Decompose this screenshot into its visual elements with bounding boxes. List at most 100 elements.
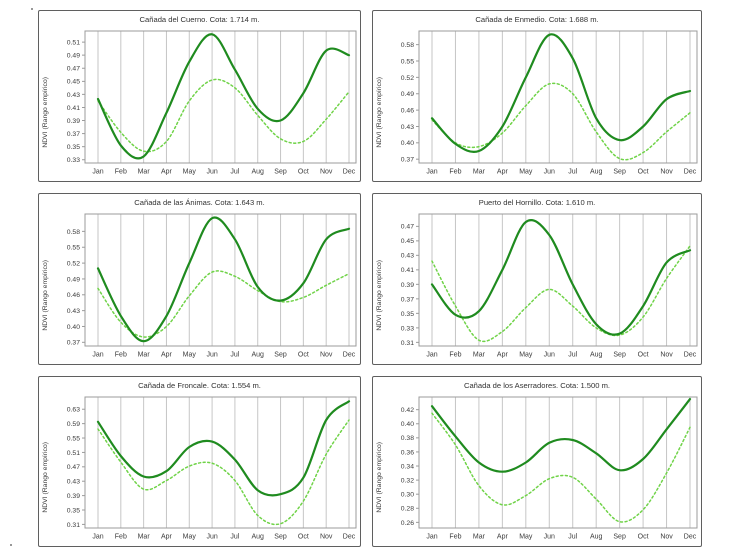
- svg-text:0.31: 0.31: [67, 522, 80, 529]
- chart-plot: 0.37 0.40 0.43 0.46 0.49 0.52 0.55 0.58 Jan Feb Ma…: [401, 30, 698, 176]
- chart-panel-canada-de-las-animas: Cañada de las Ánimas. Cota: 1.643 m. NDV…: [38, 193, 361, 365]
- svg-text:0.43: 0.43: [67, 92, 80, 99]
- svg-text:0.46: 0.46: [401, 107, 414, 114]
- svg-text:0.35: 0.35: [67, 507, 80, 514]
- svg-text:Nov: Nov: [660, 169, 673, 176]
- svg-text:Jul: Jul: [568, 534, 577, 541]
- svg-text:0.43: 0.43: [67, 479, 80, 486]
- svg-text:0.43: 0.43: [67, 308, 80, 315]
- svg-text:Jun: Jun: [206, 169, 217, 176]
- svg-text:May: May: [183, 169, 197, 176]
- svg-text:0.37: 0.37: [401, 296, 414, 303]
- svg-text:0.42: 0.42: [401, 407, 414, 414]
- svg-text:Dec: Dec: [343, 169, 356, 176]
- svg-text:Jan: Jan: [426, 352, 437, 359]
- svg-text:Dec: Dec: [684, 534, 697, 541]
- chart-panel-canada-del-cuerno: Cañada del Cuerno. Cota: 1.714 m. NDVI (…: [38, 10, 361, 182]
- svg-text:Jul: Jul: [230, 169, 239, 176]
- chart-panel-canada-de-froncale: Cañada de Froncale. Cota: 1.554 m. NDVI …: [38, 376, 361, 547]
- svg-text:0.35: 0.35: [67, 144, 80, 151]
- svg-text:Jan: Jan: [92, 534, 103, 541]
- plot-row: NDVI (Rango empírico) 0.26 0.28 0.30 0.32 0.…: [373, 393, 701, 546]
- svg-text:0.34: 0.34: [401, 463, 414, 470]
- svg-text:0.43: 0.43: [401, 124, 414, 131]
- scan-speck: [10, 544, 12, 546]
- svg-text:Sep: Sep: [613, 352, 626, 359]
- svg-text:Oct: Oct: [298, 534, 309, 541]
- chart-plot: 0.31 0.35 0.39 0.43 0.47 0.51 0.55 0.59 0.63 Jan F…: [67, 396, 357, 541]
- svg-text:0.51: 0.51: [67, 40, 80, 47]
- svg-text:Mar: Mar: [473, 534, 486, 541]
- svg-text:0.49: 0.49: [401, 91, 414, 98]
- svg-text:Jun: Jun: [544, 169, 555, 176]
- y-axis-label: NDVI (Rango empírico): [42, 76, 49, 148]
- svg-text:Mar: Mar: [138, 352, 151, 359]
- svg-text:Dec: Dec: [343, 534, 356, 541]
- svg-text:Jan: Jan: [426, 534, 437, 541]
- svg-text:0.47: 0.47: [67, 66, 80, 73]
- svg-text:0.41: 0.41: [67, 105, 80, 112]
- svg-text:Dec: Dec: [684, 169, 697, 176]
- svg-text:0.39: 0.39: [67, 118, 80, 125]
- chart-plot: 0.26 0.28 0.30 0.32 0.34 0.36 0.38 0.40 0.42 Jan F…: [401, 396, 698, 541]
- svg-text:Mar: Mar: [473, 352, 486, 359]
- svg-text:Jan: Jan: [426, 169, 437, 176]
- svg-text:0.43: 0.43: [401, 253, 414, 260]
- svg-text:0.40: 0.40: [401, 140, 414, 147]
- svg-text:0.31: 0.31: [401, 340, 414, 347]
- svg-text:0.41: 0.41: [401, 267, 414, 274]
- svg-text:Apr: Apr: [497, 534, 509, 541]
- svg-text:Aug: Aug: [590, 352, 603, 359]
- svg-text:May: May: [519, 352, 533, 359]
- svg-text:Oct: Oct: [298, 352, 309, 359]
- y-axis-label: NDVI (Rango empírico): [376, 259, 383, 331]
- svg-text:Mar: Mar: [138, 169, 151, 176]
- svg-text:Aug: Aug: [590, 169, 603, 176]
- chart-title: Cañada de los Aserradores. Cota: 1.500 m…: [463, 381, 611, 390]
- chart-plot: 0.37 0.40 0.43 0.46 0.49 0.52 0.55 0.58 Jan Feb Ma…: [67, 213, 357, 359]
- svg-text:Oct: Oct: [638, 169, 649, 176]
- svg-text:0.52: 0.52: [401, 75, 414, 82]
- y-axis-label: NDVI (Rango empírico): [42, 259, 49, 331]
- svg-text:0.40: 0.40: [67, 324, 80, 331]
- svg-text:0.38: 0.38: [401, 435, 414, 442]
- svg-text:Sep: Sep: [613, 534, 626, 541]
- svg-text:Aug: Aug: [251, 352, 264, 359]
- svg-text:0.35: 0.35: [401, 311, 414, 318]
- svg-text:0.26: 0.26: [401, 520, 414, 527]
- svg-text:Apr: Apr: [161, 169, 173, 176]
- svg-text:0.45: 0.45: [401, 238, 414, 245]
- chart-grid: Cañada del Cuerno. Cota: 1.714 m. NDVI (…: [38, 10, 702, 547]
- svg-text:Feb: Feb: [115, 534, 127, 541]
- svg-text:Sep: Sep: [613, 169, 626, 176]
- svg-text:Feb: Feb: [449, 352, 461, 359]
- chart-title: Puerto del Hornillo. Cota: 1.610 m.: [478, 198, 596, 207]
- chart-plot: 0.33 0.35 0.37 0.39 0.41 0.43 0.45 0.47 0.49 0.51…: [67, 30, 357, 176]
- svg-text:0.58: 0.58: [401, 42, 414, 49]
- svg-text:0.63: 0.63: [67, 407, 80, 414]
- svg-text:0.37: 0.37: [67, 340, 80, 347]
- svg-text:Jan: Jan: [92, 352, 103, 359]
- plot-row: NDVI (Rango empírico) 0.31 0.33 0.35 0.37 0.…: [373, 210, 701, 364]
- svg-text:Sep: Sep: [274, 352, 287, 359]
- svg-text:0.45: 0.45: [67, 79, 80, 86]
- svg-text:0.52: 0.52: [67, 261, 80, 268]
- chart-title: Cañada de Froncale. Cota: 1.554 m.: [138, 381, 261, 390]
- svg-text:0.55: 0.55: [401, 58, 414, 65]
- chart-title: Cañada del Cuerno. Cota: 1.714 m.: [139, 15, 260, 24]
- svg-text:0.58: 0.58: [67, 229, 80, 236]
- y-axis-label: NDVI (Rango empírico): [376, 76, 383, 148]
- svg-text:Mar: Mar: [473, 169, 486, 176]
- svg-text:Aug: Aug: [590, 534, 603, 541]
- svg-text:Aug: Aug: [251, 534, 264, 541]
- svg-text:Apr: Apr: [161, 534, 173, 541]
- svg-text:Jun: Jun: [206, 352, 217, 359]
- svg-text:Jul: Jul: [568, 169, 577, 176]
- chart-title: Cañada de Enmedio. Cota: 1.688 m.: [475, 15, 599, 24]
- svg-text:0.28: 0.28: [401, 506, 414, 513]
- svg-text:Feb: Feb: [449, 169, 461, 176]
- svg-text:0.32: 0.32: [401, 478, 414, 485]
- svg-text:Jun: Jun: [544, 352, 555, 359]
- chart-panel-puerto-del-hornillo: Puerto del Hornillo. Cota: 1.610 m. NDVI…: [372, 193, 702, 365]
- svg-text:Jun: Jun: [544, 534, 555, 541]
